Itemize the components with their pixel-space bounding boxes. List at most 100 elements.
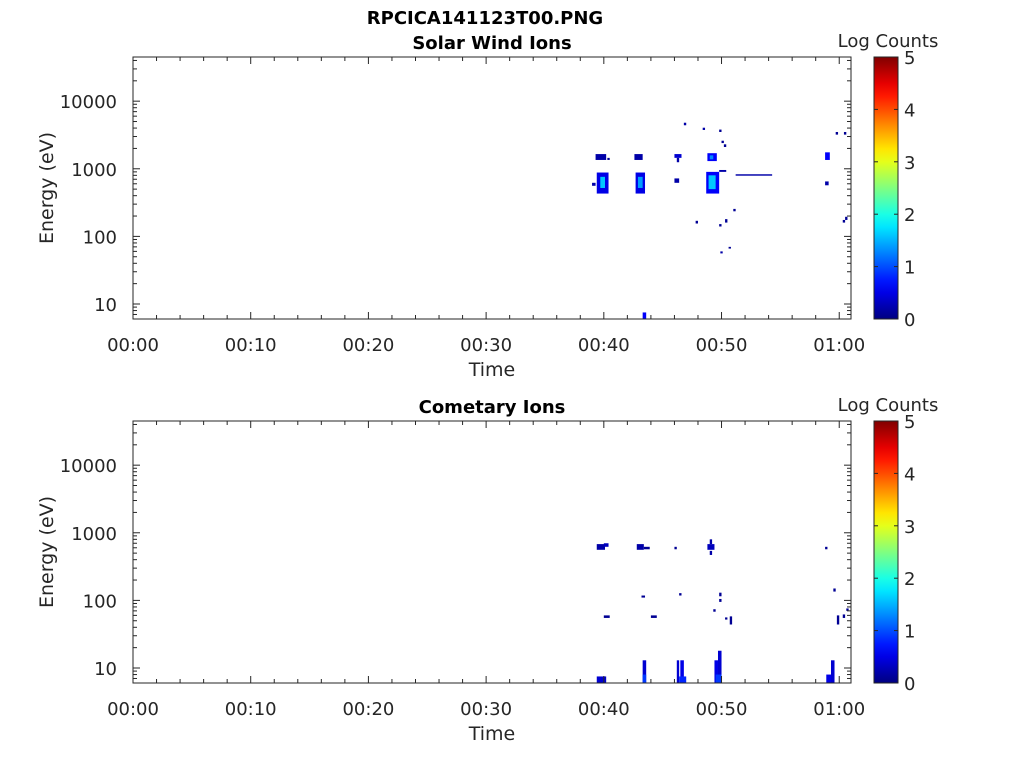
heatmap-cell (642, 674, 647, 683)
x-tick-label: 01:00 (813, 699, 865, 720)
colorbar-tick-label: 0 (904, 310, 915, 331)
heatmap-cell (607, 157, 610, 160)
heatmap-cell (674, 546, 677, 550)
x-tick-label: 00:00 (107, 335, 159, 356)
x-tick-label: 00:10 (225, 335, 277, 356)
y-tick-label: 100 (83, 227, 117, 248)
heatmap-cell (642, 312, 647, 319)
heatmap-cells (596, 539, 849, 683)
heatmap-cell (843, 131, 847, 135)
x-tick-label: 00:50 (696, 335, 748, 356)
colorbar-tick-label: 5 (904, 48, 915, 69)
heatmap-cell (846, 608, 849, 611)
colorbar-tick-label: 1 (904, 258, 915, 279)
heatmap-cell (676, 157, 680, 163)
colorbar-tick-label: 0 (904, 674, 915, 695)
colorbar-tick-label: 1 (904, 622, 915, 643)
heatmap-cell (729, 616, 733, 625)
colorbar-tick-label: 2 (904, 205, 915, 226)
colorbar-label: Log Counts (838, 395, 939, 416)
colorbar-label: Log Counts (838, 31, 939, 52)
heatmap-cell (825, 181, 829, 186)
heatmap-cell (717, 650, 722, 683)
colorbar-gradient (873, 420, 899, 684)
heatmap-cell (836, 615, 840, 625)
heatmap-cell (713, 609, 716, 612)
x-tick-label: 00:40 (578, 335, 630, 356)
y-tick-label: 1000 (71, 160, 117, 181)
heatmap-cell (845, 216, 848, 220)
heatmap-cell (720, 251, 723, 254)
colorbar-gradient (873, 56, 899, 320)
heatmap-cell (725, 219, 728, 223)
figure-title: RPCICA141123T00.PNG (366, 8, 604, 29)
heatmap-cell (719, 224, 722, 227)
axes-frame (132, 56, 852, 320)
heatmap-cell (642, 660, 647, 683)
heatmap-cell (835, 131, 839, 135)
axes-frame (132, 420, 852, 684)
x-tick-label: 00:40 (578, 699, 630, 720)
panel-1: Solar Wind Ions 00:00 00:10 00:20 00:30 00:40… (36, 31, 938, 381)
x-axis-label: Time (468, 723, 516, 745)
heatmap-cell (719, 592, 722, 597)
colorbar-tick-label: 3 (904, 153, 915, 174)
heatmap-cells (592, 122, 848, 319)
heatmap-cell (709, 155, 714, 160)
heatmap-cell (719, 598, 722, 602)
heatmap-cell (725, 617, 728, 620)
x-tick-label: 00:20 (342, 699, 394, 720)
heatmap-cell (641, 595, 646, 598)
heatmap-cell (709, 550, 713, 555)
heatmap-cell (721, 140, 724, 144)
heatmap-cell (735, 174, 773, 176)
x-tick-label: 00:30 (460, 335, 512, 356)
heatmap-cell (695, 220, 698, 224)
heatmap-cell (715, 674, 722, 683)
heatmap-cell (674, 178, 680, 183)
x-tick-label: 01:00 (813, 335, 865, 356)
x-tick-label: 00:30 (460, 699, 512, 720)
heatmap-cell (826, 674, 834, 683)
heatmap-cell (723, 144, 727, 147)
x-axis-label: Time (468, 359, 516, 381)
y-axis-label: Energy (eV) (36, 132, 58, 244)
colorbar-tick-label: 4 (904, 464, 915, 485)
panel-title: Cometary Ions (419, 397, 566, 418)
heatmap-cell (637, 176, 643, 188)
heatmap-cell (842, 219, 846, 223)
heatmap-cell (728, 246, 731, 249)
heatmap-cell (683, 122, 687, 126)
heatmap-cell (679, 593, 682, 596)
heatmap-cell (708, 175, 716, 190)
heatmap-cell (603, 615, 610, 618)
y-axis-label: Energy (eV) (36, 496, 58, 608)
heatmap-cell (603, 543, 609, 547)
heatmap-cell (825, 152, 830, 160)
heatmap-cell (596, 676, 607, 683)
heatmap-cell (825, 546, 828, 550)
y-tick-label: 100 (83, 591, 117, 612)
y-tick-label: 10 (94, 659, 117, 680)
heatmap-cell (714, 660, 718, 683)
panel-title: Solar Wind Ions (412, 33, 571, 54)
y-tick-label: 10000 (60, 92, 117, 113)
heatmap-cell (830, 660, 835, 683)
colorbar-tick-label: 3 (904, 517, 915, 538)
colorbar-tick-label: 4 (904, 100, 915, 121)
heatmap-cell (679, 676, 687, 683)
x-tick-label: 00:20 (342, 335, 394, 356)
y-tick-label: 10000 (60, 456, 117, 477)
heatmap-cell (634, 154, 643, 160)
heatmap-cell (650, 615, 657, 618)
colorbar-tick-label: 2 (904, 569, 915, 590)
heatmap-cell (702, 127, 706, 130)
heatmap-cell (709, 539, 713, 545)
heatmap-cell (674, 154, 682, 158)
heatmap-cell (833, 588, 836, 592)
heatmap-cell (636, 544, 644, 550)
heatmap-cell (719, 129, 722, 132)
